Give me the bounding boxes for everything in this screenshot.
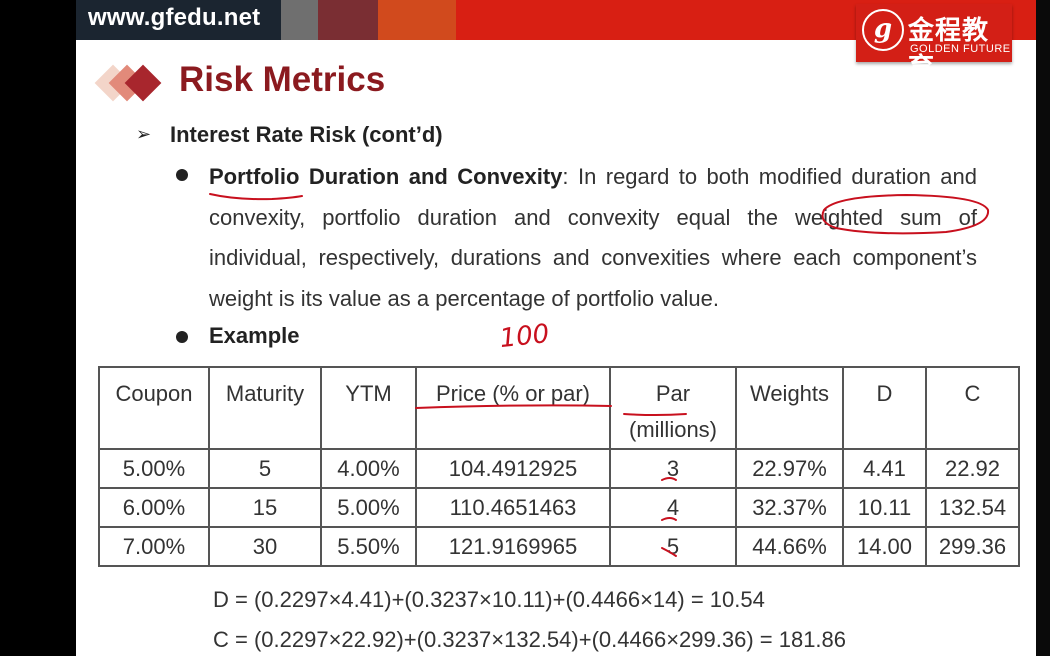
par-unit-label: (millions)	[629, 417, 717, 442]
table-cell: 14.00	[842, 526, 927, 567]
table-cell: 15	[208, 487, 322, 528]
table-cell: 299.36	[925, 526, 1020, 567]
table-cell: 32.37%	[735, 487, 844, 528]
table-cell: 5	[609, 526, 737, 567]
column-header: Maturity	[208, 366, 322, 450]
logo-chinese-name: 金程教育	[908, 16, 990, 83]
table-cell: 7.00%	[98, 526, 210, 567]
table-header-row: Coupon Maturity YTM Price (% or par) Par…	[98, 366, 1020, 450]
table-cell: 10.11	[842, 487, 927, 528]
table-cell: 4	[609, 487, 737, 528]
header-segment	[378, 0, 456, 40]
table-row: 5.00% 5 4.00% 104.4912925 3 22.97% 4.41 …	[98, 448, 1020, 489]
table-row: 6.00% 15 5.00% 110.4651463 4 32.37% 10.1…	[98, 487, 1020, 528]
par-label: Par	[655, 381, 691, 406]
column-header: Weights	[735, 366, 844, 450]
table-cell: 4.00%	[320, 448, 417, 489]
table-cell: 3	[609, 448, 737, 489]
table-cell: 4.41	[842, 448, 927, 489]
column-header: Coupon	[98, 366, 210, 450]
logo-english-name: GOLDEN FUTURE	[910, 43, 1011, 55]
table-cell: 22.97%	[735, 448, 844, 489]
column-header: Price (% or par)	[415, 366, 611, 450]
table-cell: 22.92	[925, 448, 1020, 489]
arrow-bullet-icon: ➢	[136, 124, 152, 144]
table-cell: 132.54	[925, 487, 1020, 528]
duration-formula: D = (0.2297×4.41)+(0.3237×10.11)+(0.4466…	[213, 587, 765, 612]
table-cell: 44.66%	[735, 526, 844, 567]
handwritten-annotation: 100	[498, 319, 551, 354]
bond-portfolio-table: Coupon Maturity YTM Price (% or par) Par…	[98, 366, 1020, 567]
portfolio-duration-term: Portfolio Duration and Convexity	[209, 164, 563, 189]
column-header: YTM	[320, 366, 417, 450]
title-diamond-icon	[94, 60, 164, 106]
right-screen-margin	[1036, 0, 1050, 656]
table-cell: 6.00%	[98, 487, 210, 528]
portfolio-duration-paragraph: Portfolio Duration and Convexity: In reg…	[209, 157, 977, 319]
bullet-dot-icon	[176, 331, 188, 343]
table-cell: 5.00%	[98, 448, 210, 489]
column-header: C	[925, 366, 1020, 450]
table-cell: 5.00%	[320, 487, 417, 528]
logo-mark-icon: g	[862, 9, 904, 51]
section-subtitle: Interest Rate Risk (cont’d)	[170, 122, 443, 147]
table-cell: 5	[208, 448, 322, 489]
slide-title: Risk Metrics	[179, 60, 386, 99]
table-cell: 5.50%	[320, 526, 417, 567]
presentation-slide: www.gfedu.net g 金程教育 GOLDEN FUTURE Risk …	[76, 0, 1036, 656]
table-row: 7.00% 30 5.50% 121.9169965 5 44.66% 14.0…	[98, 526, 1020, 567]
golden-future-logo: g 金程教育 GOLDEN FUTURE	[856, 4, 1012, 83]
column-header: D	[842, 366, 927, 450]
website-url: www.gfedu.net	[88, 4, 261, 31]
bullet-dot-icon	[176, 169, 188, 181]
table-cell: 110.4651463	[415, 487, 611, 528]
convexity-formula: C = (0.2297×22.92)+(0.3237×132.54)+(0.44…	[213, 627, 847, 652]
example-label: Example	[209, 323, 300, 348]
header-segment	[318, 0, 378, 40]
header-segment	[76, 0, 281, 40]
table-cell: 121.9169965	[415, 526, 611, 567]
table-cell: 30	[208, 526, 322, 567]
header-segment	[281, 0, 318, 40]
left-screen-margin	[0, 0, 76, 656]
table-cell: 104.4912925	[415, 448, 611, 489]
column-header-par: Par (millions)	[609, 366, 737, 450]
